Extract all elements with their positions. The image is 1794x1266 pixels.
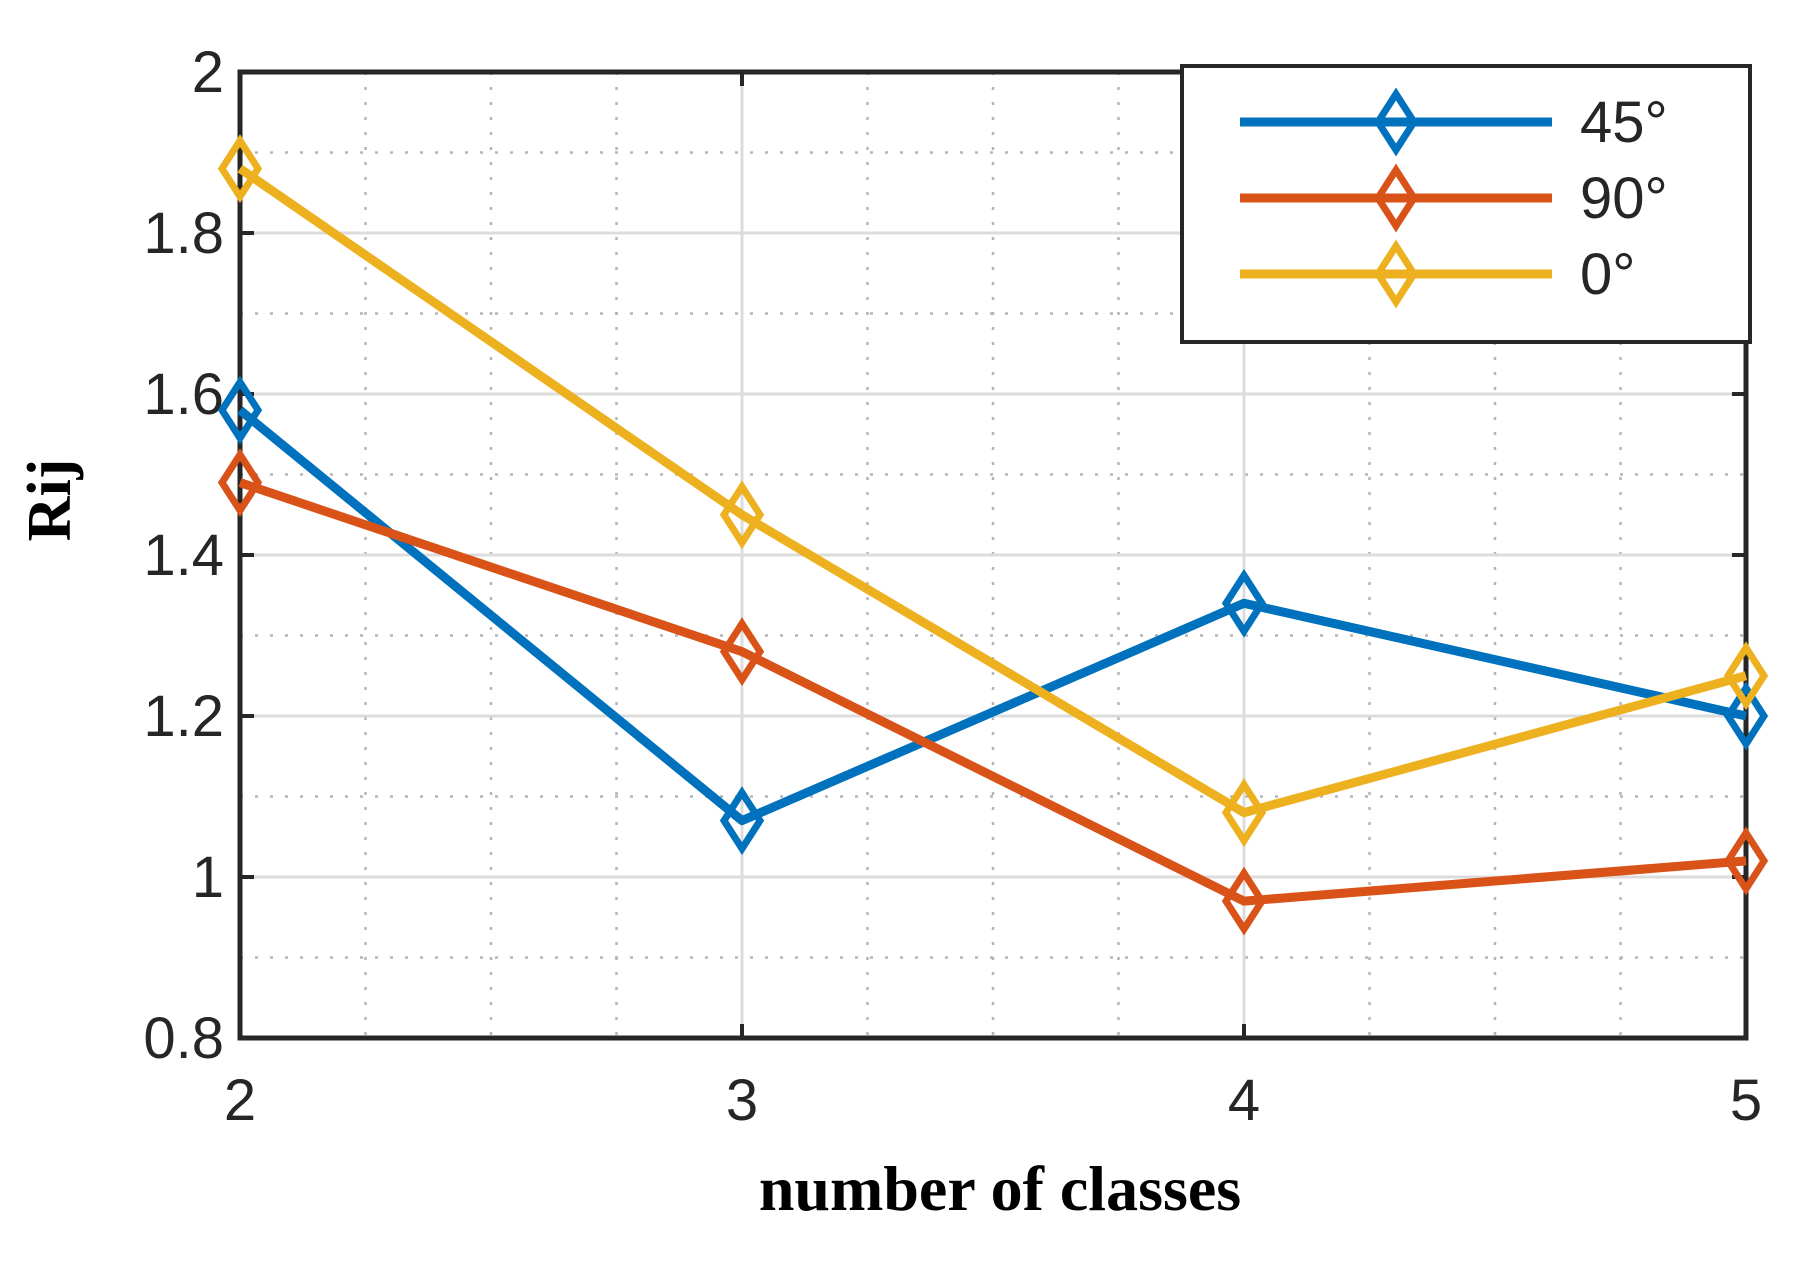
legend-label: 0° bbox=[1580, 242, 1635, 307]
y-tick-label: 1.4 bbox=[143, 523, 224, 588]
x-tick-label: 3 bbox=[726, 1068, 758, 1133]
y-tick-label: 1.2 bbox=[143, 684, 224, 749]
data-point-marker bbox=[719, 786, 765, 856]
series-0 bbox=[217, 375, 1769, 856]
y-tick-label: 1.8 bbox=[143, 201, 224, 266]
data-point-marker bbox=[1221, 866, 1267, 936]
y-tick-label: 1.6 bbox=[143, 362, 224, 427]
data-point-marker bbox=[217, 448, 263, 518]
legend-entry: 90° bbox=[1240, 163, 1668, 233]
x-axis-title: number of classes bbox=[759, 1153, 1241, 1224]
data-point-marker bbox=[719, 617, 765, 687]
data-point-marker bbox=[1221, 568, 1267, 638]
data-point-marker bbox=[719, 480, 765, 550]
data-point-marker bbox=[1221, 778, 1267, 848]
legend: 45° 90° 0° bbox=[1180, 64, 1752, 344]
x-tick-label: 4 bbox=[1228, 1068, 1260, 1133]
data-point-marker bbox=[1723, 641, 1769, 711]
data-point-marker bbox=[1723, 681, 1769, 751]
x-tick-label: 5 bbox=[1730, 1068, 1762, 1133]
y-axis-ticks: 0.8 1 1.2 1.4 1.6 1.8 2 bbox=[143, 40, 1746, 1071]
legend-swatch-marker bbox=[1373, 163, 1419, 233]
y-tick-label: 1 bbox=[192, 845, 224, 910]
series-1 bbox=[217, 448, 1769, 936]
legend-entry: 0° bbox=[1240, 239, 1635, 309]
legend-label: 90° bbox=[1580, 166, 1668, 231]
legend-entry: 45° bbox=[1240, 87, 1668, 157]
x-axis-ticks: 2 3 4 5 bbox=[224, 72, 1762, 1133]
series-line bbox=[238, 478, 1747, 906]
legend-label: 45° bbox=[1580, 90, 1668, 155]
series-line bbox=[237, 164, 1748, 818]
x-tick-label: 2 bbox=[224, 1068, 256, 1133]
series-line bbox=[237, 406, 1747, 826]
series-layer bbox=[217, 134, 1769, 936]
y-tick-label: 2 bbox=[192, 40, 224, 105]
y-tick-label: 0.8 bbox=[143, 1006, 224, 1071]
data-point-marker bbox=[217, 134, 263, 204]
legend-swatch-marker bbox=[1373, 87, 1419, 157]
series-2 bbox=[217, 134, 1769, 848]
data-point-marker bbox=[1723, 826, 1769, 896]
legend-box bbox=[1180, 64, 1752, 344]
data-point-marker bbox=[217, 375, 263, 445]
y-axis-title: Rij bbox=[16, 459, 84, 542]
legend-swatch-marker bbox=[1373, 239, 1419, 309]
